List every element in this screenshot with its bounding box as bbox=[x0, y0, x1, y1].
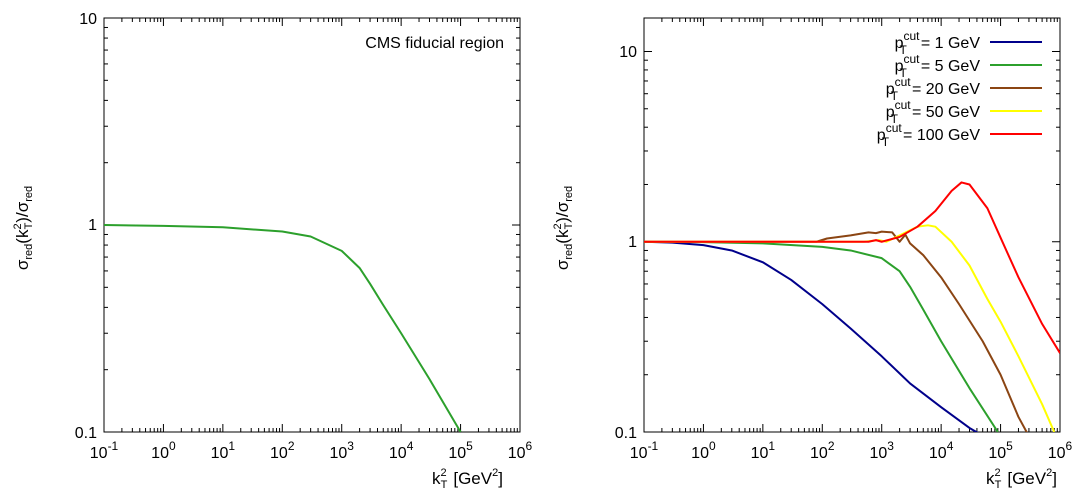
right-y-axis-label: σred(k2T)/σred bbox=[552, 186, 575, 270]
right-x-axis-label: k2 T [GeV2] bbox=[986, 467, 1057, 491]
left-ytick-label: 10 bbox=[79, 11, 97, 28]
left-ytick-label: 1 bbox=[88, 217, 97, 234]
x-tick-label: 103 bbox=[869, 439, 894, 462]
legend-label: pcut T = 5 GeV bbox=[895, 52, 981, 80]
series-line bbox=[644, 240, 979, 432]
left-xtick-labels: 10-1 100 101 102 103 104 105 106 bbox=[90, 439, 533, 462]
right-series-group bbox=[644, 181, 1060, 432]
x-tick-label: 105 bbox=[988, 439, 1013, 462]
legend-label: pcut T = 100 GeV bbox=[877, 121, 981, 149]
left-x-axis-label: k2 T [GeV2] bbox=[432, 467, 503, 491]
right-ytick-label: 0.1 bbox=[615, 425, 637, 442]
series-line bbox=[644, 240, 999, 432]
x-tick-label: 101 bbox=[751, 439, 776, 462]
x-tick-label: 104 bbox=[929, 439, 954, 462]
x-tick-label: 104 bbox=[389, 439, 414, 462]
x-tick-label: 101 bbox=[211, 439, 236, 462]
series-line bbox=[644, 224, 1056, 432]
cms-annotation: CMS fiducial region bbox=[365, 35, 504, 52]
legend-label: pcut T = 20 GeV bbox=[886, 75, 981, 103]
left-panel: 10 1 0.1 10-1 100 101 102 103 104 105 106 σred(… bbox=[12, 11, 533, 491]
right-ticks bbox=[643, 18, 1061, 433]
right-plot-frame bbox=[643, 17, 1061, 433]
x-tick-label: 106 bbox=[508, 439, 533, 462]
right-ytick-label: 1 bbox=[628, 234, 637, 251]
left-series-group bbox=[104, 224, 462, 432]
series-line bbox=[644, 230, 1028, 432]
series-line bbox=[644, 181, 1060, 354]
right-ytick-label: 10 bbox=[619, 44, 637, 61]
x-tick-label: 106 bbox=[1048, 439, 1073, 462]
series-line bbox=[104, 224, 462, 432]
left-ticks bbox=[103, 17, 521, 433]
right-xtick-labels: 10-1 100 101 102 103 104 105 106 bbox=[630, 439, 1073, 462]
x-tick-label: 100 bbox=[151, 439, 176, 462]
left-ytick-label: 0.1 bbox=[75, 425, 97, 442]
x-tick-label: 102 bbox=[810, 439, 835, 462]
right-panel: 10 1 0.1 10-1 100 101 102 103 104 105 106 σred(… bbox=[552, 17, 1073, 491]
x-tick-label: 10-1 bbox=[90, 439, 119, 462]
x-tick-label: 100 bbox=[691, 439, 716, 462]
x-tick-label: 105 bbox=[448, 439, 473, 462]
legend-label: pcut T = 1 GeV bbox=[895, 29, 981, 57]
legend-label: pcut T = 50 GeV bbox=[886, 98, 981, 126]
x-tick-label: 10-1 bbox=[630, 439, 659, 462]
left-y-axis-label: σred(k2T)/σred bbox=[12, 186, 35, 270]
x-tick-label: 103 bbox=[329, 439, 354, 462]
x-tick-label: 102 bbox=[270, 439, 295, 462]
